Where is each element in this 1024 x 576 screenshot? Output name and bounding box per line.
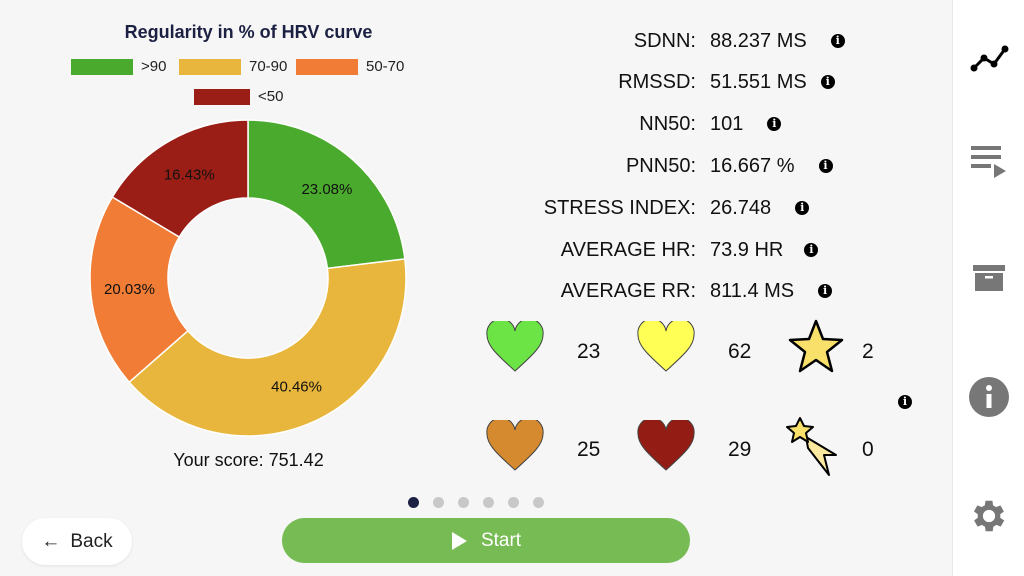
green-heart-count: 23 — [577, 340, 601, 363]
info-icon[interactable]: i — [898, 395, 912, 409]
metric-row: AVERAGE RR: 811.4 MS i — [480, 278, 833, 304]
info-icon[interactable]: i — [795, 201, 810, 215]
start-button[interactable]: Start — [282, 518, 690, 563]
metric-value: 16.667 % — [710, 154, 795, 177]
orange-heart-icon — [486, 420, 544, 471]
donut-chart: 23.08% 40.46% 20.03% 16.43% — [89, 119, 407, 437]
slice-label: 16.43% — [164, 167, 215, 184]
sidebar-playlist-button[interactable] — [953, 131, 1024, 191]
metric-label: RMSSD: — [618, 70, 696, 93]
metric-row: PNN50: 16.667 % i — [480, 153, 833, 179]
info-circle-icon — [969, 377, 1009, 417]
slice-label: 23.08% — [301, 181, 352, 198]
back-label: Back — [70, 530, 113, 552]
info-icon[interactable]: i — [820, 75, 835, 89]
info-icon[interactable]: i — [767, 117, 782, 131]
legend-label: 50-70 — [366, 58, 405, 75]
metric-label: AVERAGE RR: — [560, 279, 696, 302]
sidebar-chart-button[interactable] — [953, 28, 1024, 88]
metric-row: STRESS INDEX: 26.748 i — [480, 195, 810, 221]
donut-slice — [247, 119, 406, 270]
legend-swatch — [194, 88, 250, 105]
metric-value: 73.9 HR — [710, 238, 784, 261]
donut-slice — [111, 119, 249, 239]
legend-label: <50 — [258, 88, 284, 105]
page-dot[interactable] — [458, 497, 469, 508]
metric-row: AVERAGE HR: 73.9 HR i — [480, 237, 819, 263]
legend-item: 50-70 — [296, 58, 404, 75]
page-dot[interactable] — [508, 497, 519, 508]
yellow-heart-icon — [637, 321, 695, 372]
red-heart-icon — [637, 420, 695, 471]
chart-title: Regularity in % of HRV curve — [124, 22, 373, 42]
metric-label: NN50: — [639, 112, 696, 135]
metric-row: RMSSD: 51.551 MS i — [480, 69, 835, 95]
legend-swatch — [179, 58, 241, 75]
line-chart-icon — [970, 45, 1009, 72]
metric-row: SDNN: 88.237 MS i — [480, 28, 845, 54]
sidebar-settings-button[interactable] — [953, 486, 1024, 546]
sidebar — [952, 0, 1024, 576]
metric-value: 88.237 MS — [710, 29, 807, 52]
sidebar-info-button[interactable] — [953, 367, 1024, 427]
metric-value: 101 — [710, 112, 744, 135]
back-button[interactable]: ← Back — [22, 518, 132, 565]
score-text: Your score: 751.42 — [173, 450, 324, 470]
info-icon[interactable]: i — [804, 243, 819, 257]
gear-icon — [973, 500, 1005, 532]
red-heart-count: 29 — [728, 438, 752, 461]
shooting-star-count: 0 — [862, 438, 874, 461]
legend-swatch — [71, 58, 133, 75]
metric-label: SDNN: — [633, 29, 696, 52]
shooting-star-icon — [786, 417, 837, 476]
metric-label: PNN50: — [625, 154, 696, 177]
legend-swatch — [296, 58, 358, 75]
page-dot[interactable] — [408, 497, 419, 508]
star-icon — [788, 319, 844, 373]
legend-item: <50 — [194, 88, 283, 105]
legend-label: 70-90 — [249, 58, 288, 75]
legend-item: >90 — [71, 58, 166, 75]
slice-label: 40.46% — [271, 379, 322, 396]
donut-slice — [89, 195, 189, 384]
legend-label: >90 — [141, 58, 167, 75]
legend-item: 70-90 — [179, 58, 287, 75]
play-icon — [451, 531, 467, 550]
back-arrow-icon: ← — [41, 530, 61, 552]
info-icon[interactable]: i — [818, 159, 833, 173]
metric-row: NN50: 101 i — [480, 111, 782, 137]
metric-value: 26.748 — [710, 196, 772, 219]
donut-slice — [128, 258, 407, 437]
page-dot[interactable] — [533, 497, 544, 508]
orange-heart-count: 25 — [577, 438, 601, 461]
metric-label: STRESS INDEX: — [543, 196, 696, 219]
metric-value: 51.551 MS — [710, 70, 807, 93]
playlist-icon — [971, 146, 1006, 178]
metric-label: AVERAGE HR: — [560, 238, 696, 261]
green-heart-icon — [486, 321, 544, 372]
metric-value: 811.4 MS — [710, 279, 795, 302]
page-dot[interactable] — [483, 497, 494, 508]
yellow-heart-count: 62 — [728, 340, 752, 363]
info-icon[interactable]: i — [818, 284, 833, 298]
start-label: Start — [480, 529, 522, 551]
slice-label: 20.03% — [104, 281, 155, 298]
sidebar-archive-button[interactable] — [953, 248, 1024, 308]
page-dot[interactable] — [433, 497, 444, 508]
star-count: 2 — [862, 340, 874, 363]
archive-icon — [973, 265, 1005, 291]
info-icon[interactable]: i — [830, 34, 845, 48]
